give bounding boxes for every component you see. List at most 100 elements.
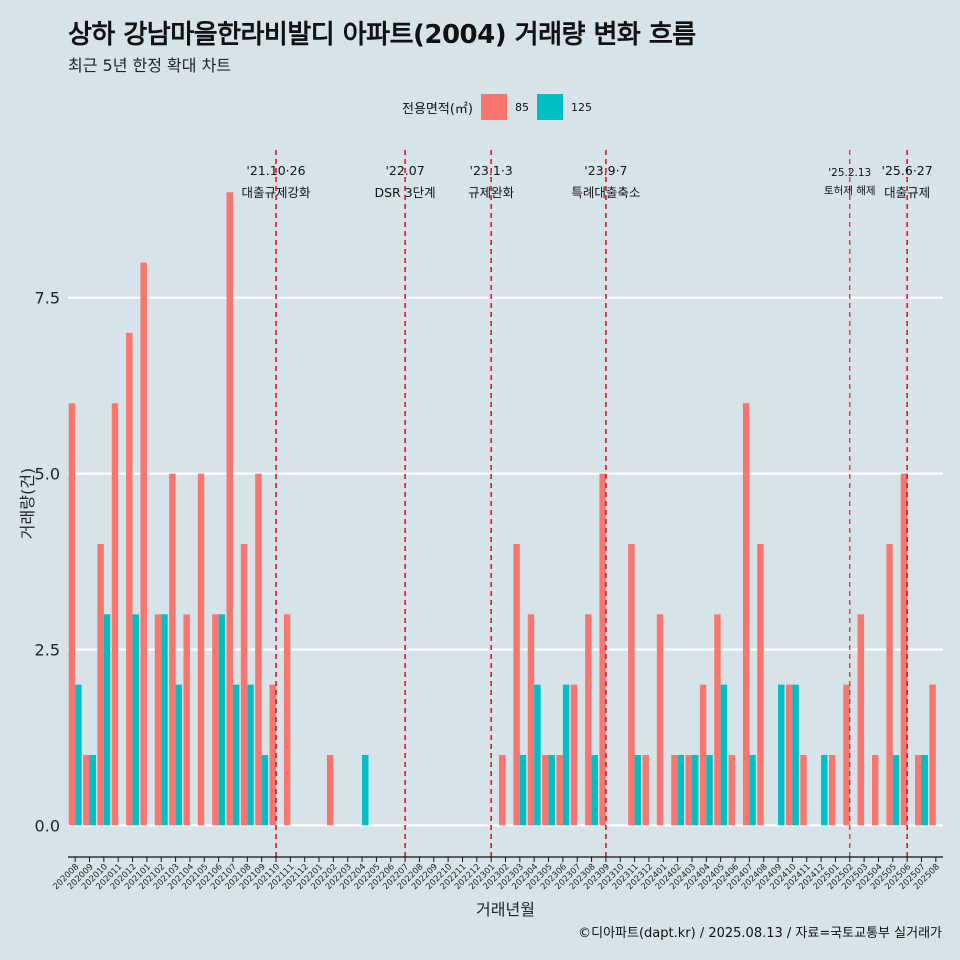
bar-85-202010 (97, 543, 104, 826)
bar-85-202109 (255, 473, 262, 826)
bar-125-202410 (792, 684, 799, 826)
bar-85-202107 (226, 192, 233, 826)
legend-key-125 (536, 94, 563, 120)
bar-85-202406 (728, 754, 736, 826)
bar-85-202501 (828, 754, 836, 826)
legend-key-85 (480, 94, 507, 120)
bar-85-202407 (742, 403, 750, 826)
event-date-label: '22.07 (385, 163, 424, 178)
bar-125-202402 (677, 754, 685, 826)
event-text-label: 대출규제강화 (241, 185, 311, 200)
bar-85-202102 (154, 614, 162, 826)
bar-85-202302 (499, 754, 506, 826)
bar-125-202008 (75, 684, 82, 826)
bar-85-202311 (628, 543, 635, 826)
y-tick-label: 7.5 (35, 289, 60, 308)
event-text-label: 규제완화 (468, 185, 515, 200)
bar-125-202403 (691, 754, 699, 826)
bar-85-202401 (656, 614, 664, 826)
event-text-label: 대출규제 (884, 185, 930, 200)
bar-125-202305 (548, 754, 555, 826)
bar-85-202403 (685, 754, 692, 826)
bar-125-202405 (720, 684, 728, 826)
bar-85-202507 (915, 754, 922, 826)
bar-85-202304 (527, 614, 535, 826)
event-text-label: 특례대출축소 (571, 185, 640, 200)
bar-125-202108 (247, 684, 254, 826)
event-date-label: '23.9·7 (584, 163, 627, 178)
y-tick-label: 2.5 (35, 640, 60, 659)
bar-85-202009 (83, 754, 90, 826)
bar-85-202506 (900, 473, 908, 826)
x-axis-title: 거래년월 (476, 900, 535, 919)
chart-title: 상하 강남마을한라비발디 아파트(2004) 거래량 변화 흐름 (68, 20, 696, 50)
bar-85-202312 (642, 754, 649, 826)
bar-125-202404 (706, 754, 713, 826)
bar-85-202101 (140, 262, 147, 826)
bar-125-202306 (562, 684, 570, 826)
bar-85-202405 (714, 614, 721, 826)
bar-85-202008 (68, 403, 76, 826)
bar-85-202402 (671, 754, 678, 826)
bar-85-202306 (556, 754, 563, 826)
bar-85-202105 (197, 473, 205, 826)
bar-85-202106 (212, 614, 219, 826)
bar-85-202503 (857, 614, 865, 826)
bar-85-202502 (843, 684, 850, 826)
y-tick-label: 5.0 (35, 465, 60, 484)
bar-125-202109 (261, 754, 269, 826)
event-text-label: DSR 3단계 (375, 185, 436, 200)
bar-85-202011 (111, 403, 119, 826)
bar-85-202307 (570, 684, 578, 826)
source-caption: ©디아파트(dapt.kr) / 2025.08.13 / 자료=국토교통부 실… (578, 926, 942, 941)
bar-125-202303 (519, 754, 527, 826)
bar-125-202102 (161, 614, 168, 826)
bar-85-202404 (699, 684, 707, 826)
bar-85-202104 (183, 614, 190, 826)
bar-125-202204 (362, 754, 369, 826)
bar-125-202308 (591, 754, 599, 826)
bar-85-202410 (785, 684, 793, 826)
bar-125-202103 (175, 684, 183, 826)
bar-125-202409 (778, 684, 785, 826)
bar-125-202412 (821, 754, 828, 826)
bar-85-202308 (585, 614, 592, 826)
bar-85-202505 (886, 543, 893, 826)
legend: 전용면적(㎡) 85 125 (402, 93, 600, 121)
bar-125-202012 (132, 614, 140, 826)
bar-85-202408 (757, 543, 764, 826)
event-date-label: '23.1·3 (470, 163, 513, 178)
bar-125-202505 (892, 754, 900, 826)
bar-85-202305 (542, 754, 549, 826)
bar-125-202010 (103, 614, 111, 826)
event-date-label: '21.10·26 (246, 163, 305, 178)
bar-125-202107 (232, 684, 240, 826)
bar-85-202508 (929, 684, 936, 826)
bar-125-202311 (634, 754, 642, 826)
chart-subtitle: 최근 5년 한정 확대 차트 (68, 56, 232, 75)
bar-85-202309 (599, 473, 606, 826)
event-date-label: '25.6·27 (882, 163, 933, 178)
bar-85-202504 (871, 754, 879, 826)
legend-label-85: 85 (514, 100, 529, 114)
bar-125-202304 (534, 684, 541, 826)
bar-85-202012 (126, 332, 133, 826)
bar-85-202110 (269, 684, 276, 826)
event-text-label: 토허제 해제 (824, 184, 876, 197)
legend-title: 전용면적(㎡) (402, 101, 473, 117)
bar-85-202411 (800, 754, 807, 826)
bar-85-202202 (326, 754, 334, 826)
bar-125-202009 (89, 754, 96, 826)
bar-85-202111 (283, 614, 291, 826)
bar-85-202303 (513, 543, 520, 826)
bar-85-202108 (240, 543, 248, 826)
bar-125-202106 (218, 614, 226, 826)
y-axis-title: 거래량(건) (18, 468, 37, 539)
event-date-label: '25.2.13 (828, 167, 871, 179)
y-tick-label: 0.0 (35, 816, 60, 835)
legend-label-125: 125 (570, 100, 592, 114)
bar-125-202407 (749, 754, 756, 826)
bar-85-202103 (169, 473, 176, 826)
bar-125-202507 (921, 754, 928, 826)
